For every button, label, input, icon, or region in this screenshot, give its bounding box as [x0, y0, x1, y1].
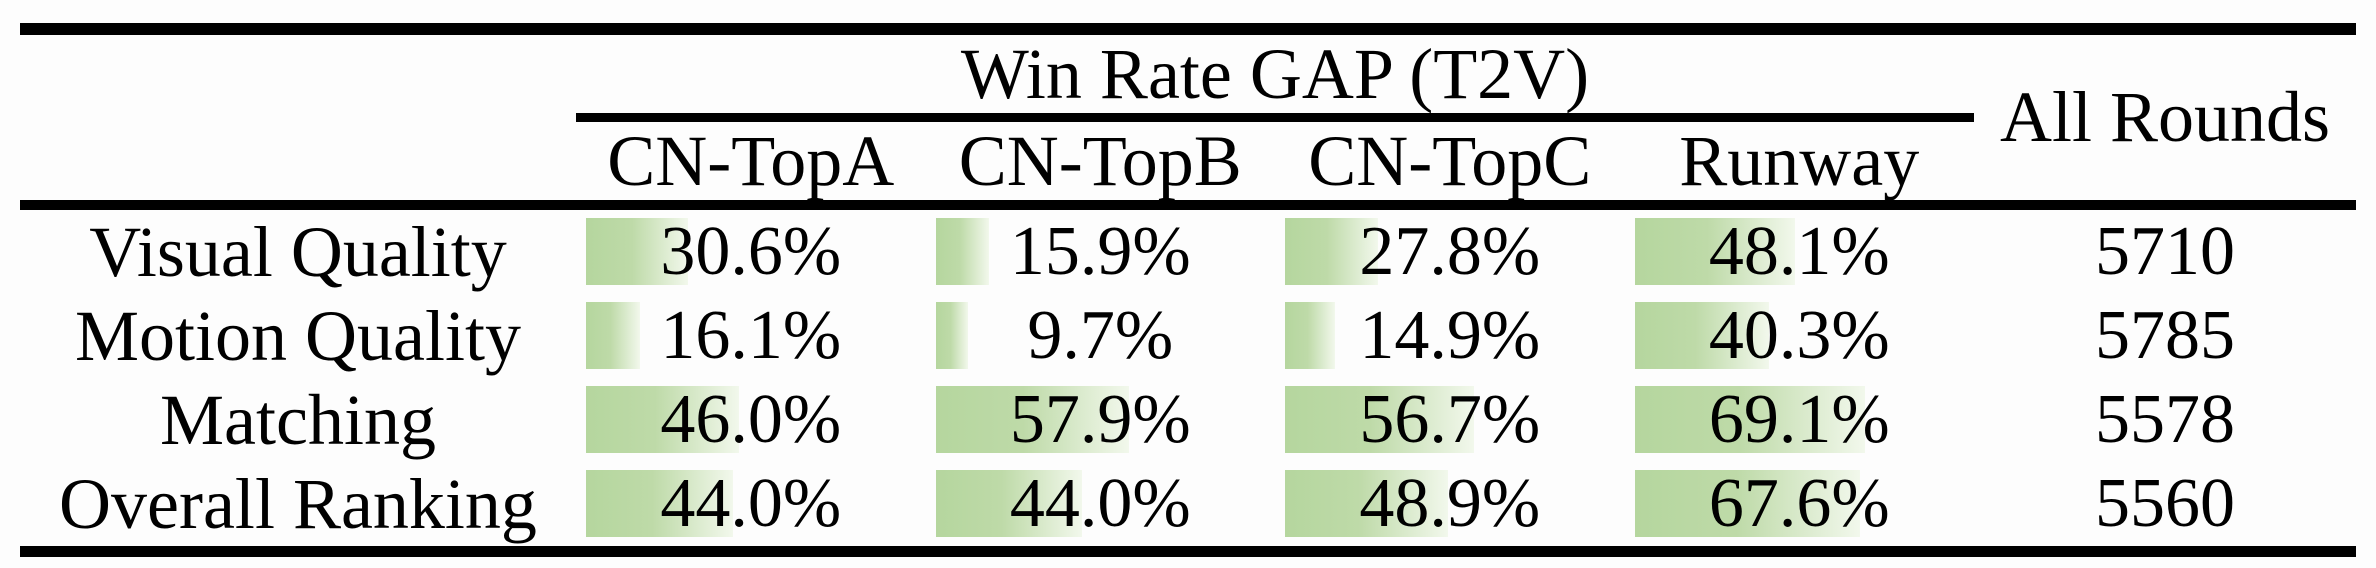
table-body: Visual Quality 30.6% 15.9% 27.8% 48.1% 5…	[20, 210, 2356, 546]
win-rate-value: 44.0%	[1009, 465, 1191, 542]
win-rate-bar	[1634, 470, 1860, 537]
win-rate-cell: 9.7%	[926, 294, 1276, 378]
win-rate-cell: 67.6%	[1625, 462, 1975, 546]
win-rate-bar	[586, 386, 740, 453]
win-rate-cell: 15.9%	[926, 210, 1276, 294]
all-rounds-value: 5578	[2095, 381, 2235, 458]
win-rate-cell: 56.7%	[1275, 378, 1625, 462]
win-rate-bar	[586, 302, 640, 369]
win-rate-value: 56.7%	[1359, 381, 1541, 458]
table-header: Win Rate GAP (T2V) CN-TopA CN-TopB CN-To…	[20, 33, 2356, 201]
win-rate-bar	[935, 386, 1129, 453]
win-rate-cell: 44.0%	[926, 462, 1276, 546]
column-header-all-rounds: All Rounds	[1999, 77, 2331, 157]
column-header-cn-topb: CN-TopB	[958, 120, 1242, 201]
table-bottom-rule	[20, 546, 2356, 557]
win-rate-value: 30.6%	[660, 213, 842, 290]
win-rate-bar	[1285, 302, 1335, 369]
header-separator-rule	[20, 200, 2356, 210]
win-rate-cell: 44.0%	[576, 462, 926, 546]
group-title: Win Rate GAP (T2V)	[960, 33, 1590, 114]
win-rate-bar	[1285, 470, 1449, 537]
win-rate-value: 14.9%	[1359, 297, 1541, 374]
win-rate-value: 57.9%	[1009, 381, 1191, 458]
win-rate-bar	[586, 470, 733, 537]
table-row-motion-quality: Motion Quality 16.1% 9.7% 14.9% 40.3% 57…	[20, 294, 2356, 378]
win-rate-value: 69.1%	[1708, 381, 1890, 458]
column-header-cn-topa: CN-TopA	[607, 120, 895, 201]
win-rate-cell: 46.0%	[576, 378, 926, 462]
win-rate-gap-group: Win Rate GAP (T2V) CN-TopA CN-TopB CN-To…	[576, 33, 1974, 201]
all-rounds-value: 5710	[2095, 213, 2235, 290]
win-rate-cell: 27.8%	[1275, 210, 1625, 294]
win-rate-value: 40.3%	[1708, 297, 1890, 374]
win-rate-value: 27.8%	[1359, 213, 1541, 290]
win-rate-cell: 30.6%	[576, 210, 926, 294]
win-rate-value: 67.6%	[1708, 465, 1890, 542]
table-row-matching: Matching 46.0% 57.9% 56.7% 69.1% 5578	[20, 378, 2356, 462]
row-label: Overall Ranking	[59, 463, 537, 544]
win-rate-cell: 40.3%	[1625, 294, 1975, 378]
win-rate-value: 46.0%	[660, 381, 842, 458]
win-rate-bar	[586, 218, 689, 285]
row-label-column-spacer	[20, 35, 576, 200]
win-rate-value: 9.7%	[1027, 297, 1174, 374]
win-rate-value: 48.9%	[1359, 465, 1541, 542]
win-rate-bar	[1634, 302, 1769, 369]
column-header-cn-topc: CN-TopC	[1308, 120, 1592, 201]
win-rate-cell: 69.1%	[1625, 378, 1975, 462]
table-top-rule	[20, 23, 2356, 35]
table-row-overall-ranking: Overall Ranking 44.0% 44.0% 48.9% 67.6% …	[20, 462, 2356, 546]
column-header-runway: Runway	[1679, 120, 1920, 201]
win-rate-cell: 57.9%	[926, 378, 1276, 462]
row-label: Motion Quality	[75, 295, 521, 376]
row-label: Matching	[160, 379, 436, 460]
win-rate-cell: 48.9%	[1275, 462, 1625, 546]
table-row-visual-quality: Visual Quality 30.6% 15.9% 27.8% 48.1% 5…	[20, 210, 2356, 294]
win-rate-bar	[1634, 218, 1795, 285]
win-rate-bar	[1285, 386, 1475, 453]
column-headers: CN-TopA CN-TopB CN-TopC Runway	[576, 120, 1974, 201]
win-rate-bar	[935, 302, 968, 369]
win-rate-bar	[935, 218, 989, 285]
row-label: Visual Quality	[89, 211, 507, 292]
all-rounds-value: 5560	[2095, 465, 2235, 542]
win-rate-value: 44.0%	[660, 465, 842, 542]
win-rate-value: 16.1%	[660, 297, 842, 374]
win-rate-bar	[1285, 218, 1378, 285]
win-rate-cell: 48.1%	[1625, 210, 1975, 294]
win-rate-value: 15.9%	[1009, 213, 1191, 290]
win-rate-cell: 16.1%	[576, 294, 926, 378]
win-rate-bar	[935, 470, 1083, 537]
win-rate-value: 48.1%	[1708, 213, 1890, 290]
win-rate-bar	[1634, 386, 1865, 453]
win-rate-cell: 14.9%	[1275, 294, 1625, 378]
group-underline-rule	[576, 113, 1974, 122]
all-rounds-value: 5785	[2095, 297, 2235, 374]
